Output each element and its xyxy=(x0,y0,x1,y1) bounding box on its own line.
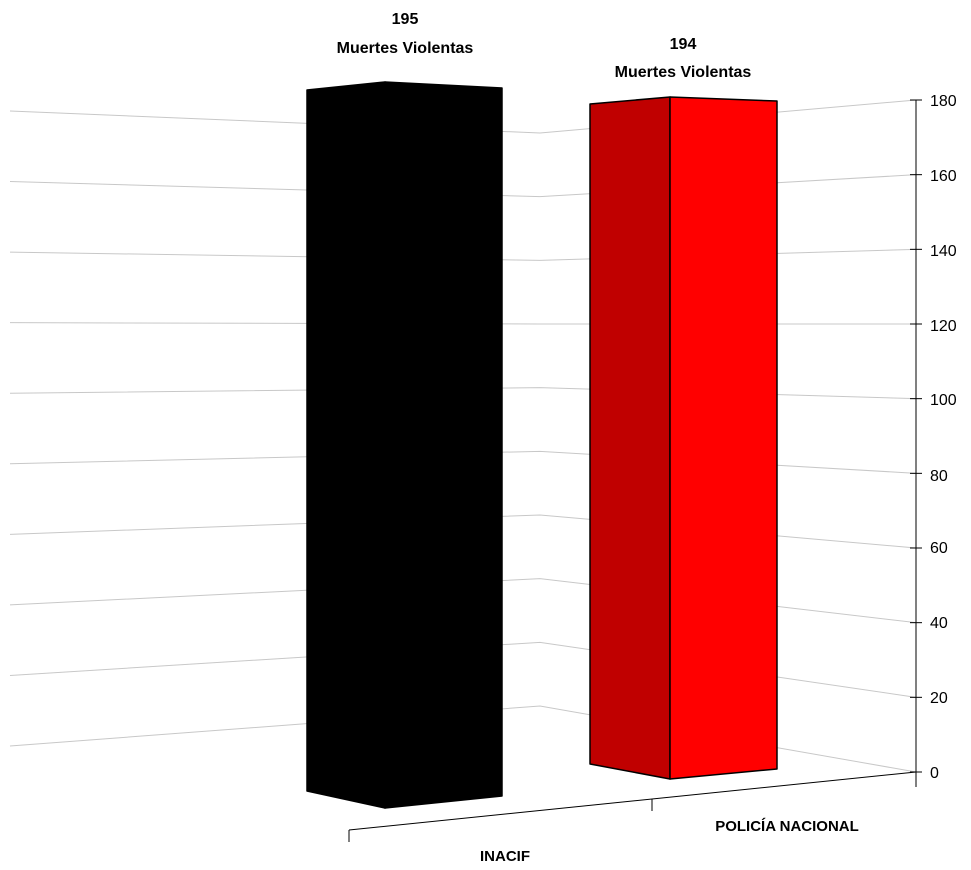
y-tick-label: 160 xyxy=(930,168,957,185)
y-tick-label: 40 xyxy=(930,615,948,632)
y-tick-label: 20 xyxy=(930,690,948,707)
bar-front-face xyxy=(669,96,778,780)
gridline xyxy=(9,578,917,624)
bar-annotation-label: Muertes Violentas xyxy=(337,40,474,57)
x-axis-line xyxy=(348,771,917,831)
gridline xyxy=(9,387,917,400)
gridline xyxy=(9,174,917,198)
y-tick-labels: 0 20 40 60 80 100 120 140 160 180 xyxy=(930,93,957,782)
gridline xyxy=(9,514,917,549)
bar-annotation-label: Muertes Violentas xyxy=(615,64,752,81)
bar-value-label: 195 xyxy=(392,11,419,28)
bar-side-face xyxy=(589,96,671,780)
bar-front-face xyxy=(384,81,503,809)
bar-side-face xyxy=(306,81,386,809)
y-tick-label: 0 xyxy=(930,765,939,782)
bar-value-label: 194 xyxy=(670,36,697,53)
x-category-label: INACIF xyxy=(480,848,530,865)
axes xyxy=(348,100,917,842)
data-labels: 195 Muertes Violentas 194 Muertes Violen… xyxy=(337,11,752,81)
gridline xyxy=(9,705,917,773)
gridline xyxy=(9,99,917,134)
gridline xyxy=(9,450,917,474)
y-tick-label: 80 xyxy=(930,468,948,485)
y-tick-label: 100 xyxy=(930,392,957,409)
y-tick-label: 120 xyxy=(930,318,957,335)
bars xyxy=(306,81,778,809)
gridline xyxy=(9,248,917,261)
x-category-label: POLICÍA NACIONAL xyxy=(715,818,859,835)
category-labels: INACIF POLICÍA NACIONAL xyxy=(480,818,859,865)
gridline xyxy=(9,641,917,698)
y-tick-label: 140 xyxy=(930,243,957,260)
y-tick-label: 60 xyxy=(930,540,948,557)
y-tick-label: 180 xyxy=(930,93,957,110)
gridline xyxy=(9,322,916,325)
gridlines xyxy=(9,99,922,773)
